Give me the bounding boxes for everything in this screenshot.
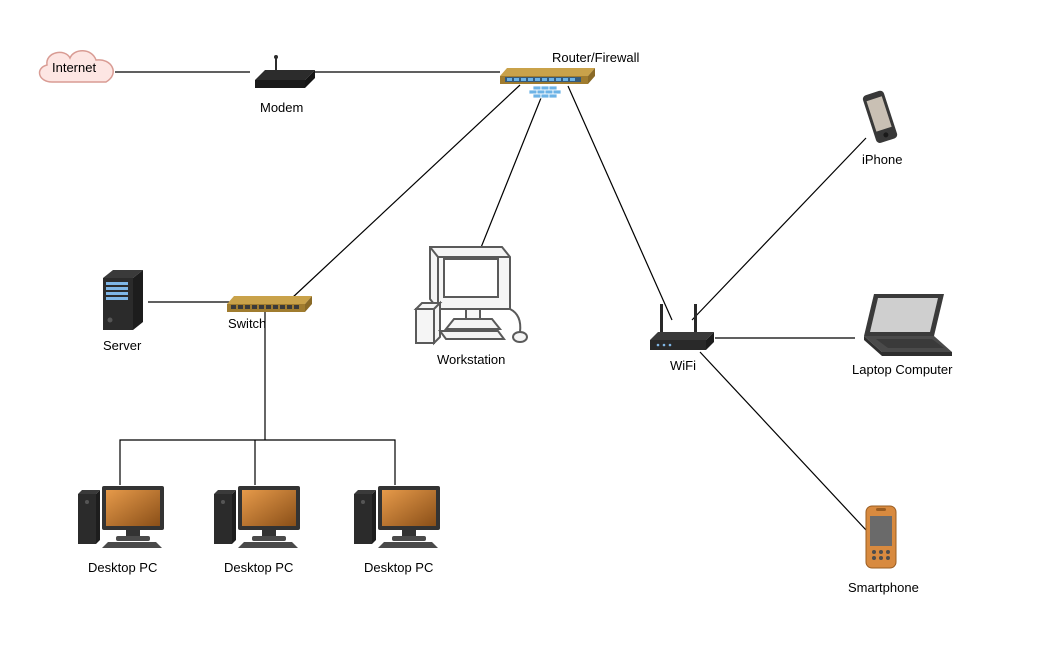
wifi-router-icon bbox=[642, 300, 722, 360]
node-laptop bbox=[848, 288, 958, 371]
smartphone-icon bbox=[858, 502, 903, 577]
node-modem bbox=[245, 52, 320, 100]
desktop-icon bbox=[348, 478, 448, 558]
label-router: Router/Firewall bbox=[552, 50, 639, 65]
desktop-icon bbox=[208, 478, 308, 558]
label-modem: Modem bbox=[260, 100, 303, 115]
modem-icon bbox=[245, 52, 320, 97]
node-smartphone bbox=[858, 502, 903, 580]
label-server: Server bbox=[103, 338, 141, 353]
node-pc1 bbox=[72, 478, 172, 561]
label-pc2: Desktop PC bbox=[224, 560, 293, 575]
router-icon bbox=[495, 60, 600, 105]
node-iphone bbox=[860, 88, 900, 156]
label-switch: Switch bbox=[228, 316, 266, 331]
iphone-icon bbox=[860, 88, 900, 153]
workstation-icon bbox=[410, 235, 535, 355]
label-wifi: WiFi bbox=[670, 358, 696, 373]
node-server bbox=[95, 268, 150, 341]
label-smartphone: Smartphone bbox=[848, 580, 919, 595]
label-iphone: iPhone bbox=[862, 152, 902, 167]
node-pc3 bbox=[348, 478, 448, 561]
label-internet: Internet bbox=[52, 60, 96, 75]
label-pc3: Desktop PC bbox=[364, 560, 433, 575]
node-workstation bbox=[410, 235, 535, 358]
desktop-icon bbox=[72, 478, 172, 558]
label-workstation: Workstation bbox=[437, 352, 505, 367]
switch-icon bbox=[222, 290, 317, 318]
label-laptop: Laptop Computer bbox=[852, 362, 952, 377]
diagram-canvas: Internet Modem bbox=[0, 0, 1041, 653]
node-router bbox=[495, 60, 600, 108]
laptop-icon bbox=[848, 288, 958, 368]
server-icon bbox=[95, 268, 150, 338]
label-pc1: Desktop PC bbox=[88, 560, 157, 575]
node-pc2 bbox=[208, 478, 308, 561]
node-wifi bbox=[642, 300, 722, 363]
